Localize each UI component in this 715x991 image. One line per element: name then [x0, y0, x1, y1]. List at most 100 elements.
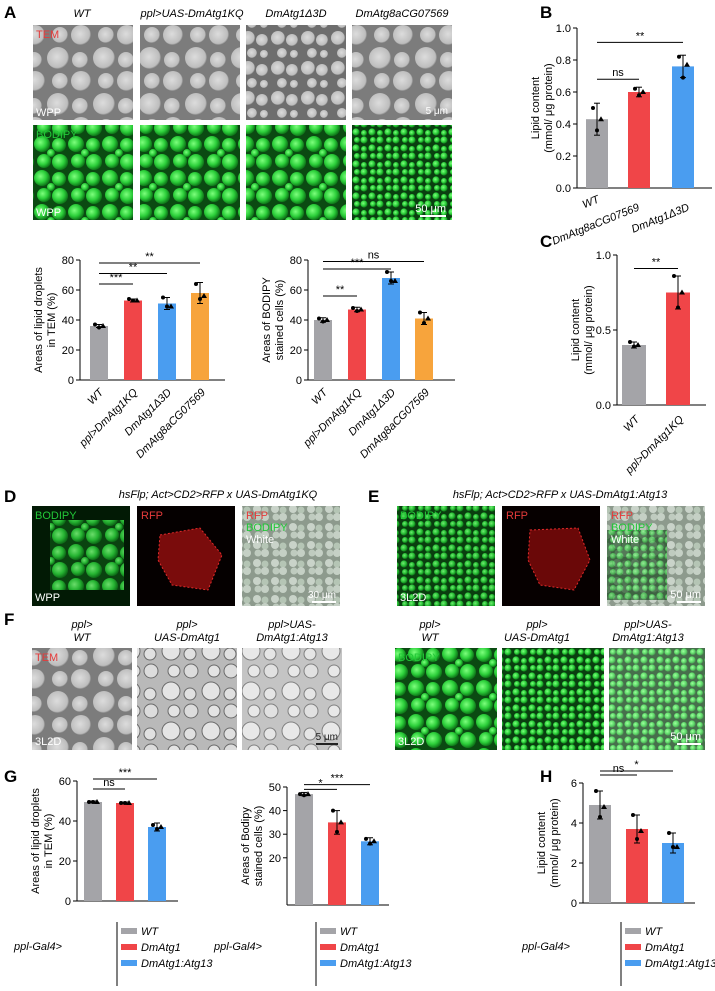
legend-label: DmAtg1: [141, 942, 181, 954]
panel-F: F ppl> WT ppl> UAS-DmAtg1 ppl>UAS- DmAtg…: [4, 610, 342, 750]
legend-swatch: [121, 960, 137, 966]
y-tick-label: 6: [571, 778, 577, 790]
data-point: [94, 799, 100, 804]
legend-swatch: [121, 928, 137, 934]
data-point: [681, 75, 685, 80]
tem-image-atg8a: [352, 25, 452, 120]
y-tick-label: 20: [62, 345, 74, 357]
tem-label: TEM: [36, 29, 59, 41]
y-tick-label: 20: [269, 853, 281, 865]
data-point: [134, 297, 140, 303]
legend-label: WT: [141, 926, 159, 938]
panel-E-merge-rfp: RFP: [611, 510, 633, 522]
panel-letter-D: D: [4, 487, 16, 506]
y-tick-label: 0: [65, 896, 71, 908]
chart-B: 0.0 0.2 0.4 0.6 0.8 1.0 Lipid content(mmol/ μg…: [530, 23, 712, 248]
y-axis-label-line: stained cells (%): [253, 806, 265, 887]
data-point: [601, 804, 607, 809]
data-point: [351, 306, 355, 310]
legend-label: WT: [645, 926, 663, 938]
panel-letter-E: E: [368, 487, 379, 506]
data-point: [338, 819, 344, 825]
bar: [158, 303, 176, 380]
data-point: [97, 325, 101, 330]
data-point: [672, 274, 676, 278]
panel-letter-G: G: [4, 767, 17, 786]
y-axis-label-line: in TEM (%): [43, 814, 55, 869]
bodipy-image-ppl-atg1kq: [140, 125, 240, 220]
E2-header-1a: ppl>: [418, 619, 441, 631]
E2-header-3a: ppl>UAS-: [623, 619, 672, 631]
y-tick-label: 4: [571, 818, 577, 830]
panel-E-stage: 3L2D: [400, 592, 426, 604]
F-header-3a: ppl>UAS-: [267, 619, 316, 631]
data-point: [100, 323, 106, 328]
data-point: [155, 827, 159, 831]
panel-D-stage: WPP: [35, 592, 60, 604]
header-ppl-atg1kq: ppl>UAS-DmAtg1KQ: [139, 8, 243, 20]
y-tick-label: 0.6: [556, 87, 571, 99]
significance-label: **: [652, 257, 661, 269]
y-tick-label: 20: [290, 345, 302, 357]
category-label: DmAtg8aCG07569: [550, 202, 641, 248]
data-point: [335, 829, 339, 834]
bodipy-stage-label: WPP: [36, 207, 61, 219]
bar: [415, 318, 433, 380]
legend-genotype-prefix: ppl-Gal4>: [13, 941, 63, 953]
bar: [361, 841, 379, 905]
legend-swatch: [625, 960, 641, 966]
panel-D-merge-rfp: RFP: [246, 510, 268, 522]
y-tick-label: 0: [296, 375, 302, 387]
data-point: [638, 828, 644, 833]
data-point: [194, 282, 198, 286]
bodipy-cluster: [50, 520, 124, 590]
panel-D-merge-white: White: [246, 534, 274, 546]
data-point: [632, 344, 636, 349]
header-wt: WT: [73, 8, 91, 20]
E2-bodipy-label: BODIPY: [398, 652, 440, 664]
y-axis-label-line: in TEM (%): [46, 293, 58, 348]
category-label: WT: [86, 386, 107, 407]
F-tem-image-atg1: [137, 648, 237, 750]
bar: [622, 345, 646, 405]
data-point: [598, 815, 602, 819]
data-point: [679, 289, 685, 295]
data-point: [635, 837, 639, 841]
legend-swatch: [320, 944, 336, 950]
header-atg8a: DmAtg8aCG07569: [356, 8, 449, 20]
data-point: [168, 303, 174, 309]
y-tick-label: 1.0: [556, 23, 571, 35]
panel-E: E hsFlp; Act>CD2>RFP x UAS-DmAtg1:Atg13 …: [368, 487, 705, 606]
y-axis-label-line: Lipid content: [536, 812, 548, 874]
bodipy-scale-label: 50 μm: [415, 203, 446, 215]
data-point: [127, 297, 131, 301]
legend-swatch: [121, 944, 137, 950]
y-tick-label: 40: [290, 315, 302, 327]
y-tick-label: 0: [571, 898, 577, 910]
data-point: [671, 845, 675, 849]
data-point: [385, 270, 389, 274]
significance-label: **: [145, 251, 154, 263]
significance-label: ns: [613, 763, 625, 775]
data-point: [87, 800, 91, 804]
E2-stage-label: 3L2D: [398, 736, 424, 748]
tem-stage-label: WPP: [36, 107, 61, 119]
bar: [116, 803, 134, 901]
E2-header-3b: DmAtg1:Atg13: [612, 632, 684, 644]
y-tick-label: 80: [290, 255, 302, 267]
panel-A-micrographs: A WT ppl>UAS-DmAtg1KQ DmAtg1Δ3D DmAtg8aC…: [4, 3, 452, 220]
legend-genotype-prefix: ppl-Gal4>: [521, 941, 571, 953]
y-axis-label-line: (mmol/ μg protein): [583, 285, 595, 374]
panel-E-scale: 50 μm: [670, 589, 701, 601]
significance-label: **: [336, 284, 345, 296]
y-axis-label: Areas of lipid dropletsin TEM (%): [33, 267, 58, 373]
data-point: [331, 808, 335, 813]
y-axis-label: Areas of lipid dropletsin TEM (%): [30, 788, 55, 894]
data-point: [640, 89, 646, 94]
F-header-3b: DmAtg1:Atg13: [256, 632, 328, 644]
tem-image-atg1-d3d: [246, 25, 346, 120]
category-label: DmAtg1Δ3D: [630, 202, 691, 236]
F-header-1a: ppl>: [70, 619, 93, 631]
y-tick-label: 0.5: [596, 325, 611, 337]
data-point: [324, 317, 330, 322]
